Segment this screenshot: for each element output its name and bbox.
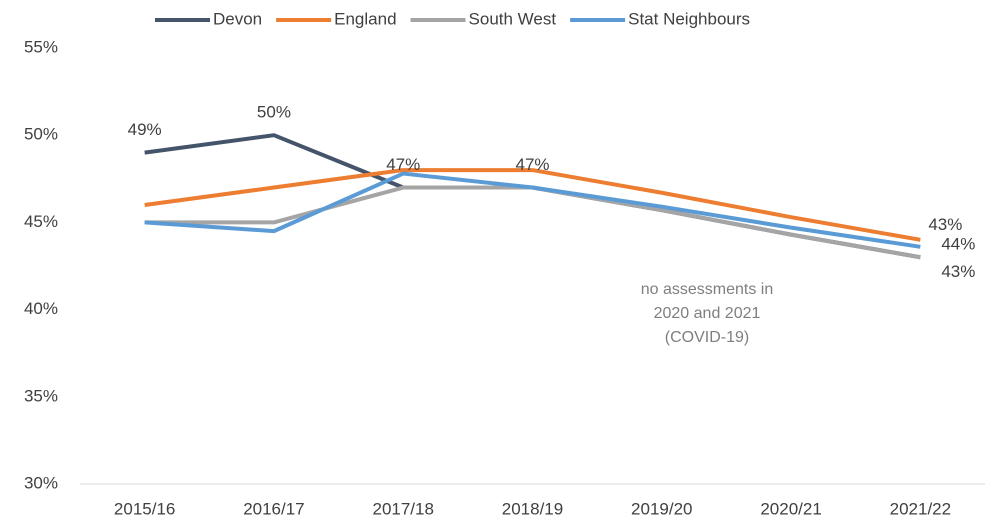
annotation: no assessments in — [641, 281, 774, 298]
y-tick-label: 40% — [24, 299, 58, 318]
x-tick-label: 2018/19 — [502, 499, 563, 518]
annotation: (COVID-19) — [665, 329, 749, 346]
x-tick-label: 2021/22 — [890, 499, 951, 518]
legend-label: Stat Neighbours — [628, 9, 750, 28]
annotation: 2020 and 2021 — [654, 305, 761, 322]
series-line — [144, 171, 921, 249]
x-tick-label: 2016/17 — [243, 499, 304, 518]
series-line — [144, 133, 921, 260]
x-tick-label: 2019/20 — [631, 499, 692, 518]
series-line — [144, 168, 921, 242]
y-tick-label: 30% — [24, 473, 58, 492]
data-label: 43% — [941, 262, 975, 281]
data-label: 49% — [128, 120, 162, 139]
y-tick-label: 35% — [24, 386, 58, 405]
data-label: 43% — [928, 215, 962, 234]
y-tick-label: 45% — [24, 212, 58, 231]
x-tick-label: 2015/16 — [114, 499, 175, 518]
x-tick-label: 2017/18 — [372, 499, 433, 518]
x-tick-label: 2020/21 — [760, 499, 821, 518]
data-label: 44% — [941, 234, 975, 253]
series-line — [144, 185, 921, 260]
data-label: 47% — [515, 155, 549, 174]
data-label: 47% — [386, 155, 420, 174]
y-tick-label: 55% — [24, 37, 58, 56]
y-tick-label: 50% — [24, 125, 58, 144]
legend-label: England — [334, 9, 396, 28]
data-label: 50% — [257, 103, 291, 122]
legend-label: South West — [469, 9, 557, 28]
legend-label: Devon — [213, 9, 262, 28]
